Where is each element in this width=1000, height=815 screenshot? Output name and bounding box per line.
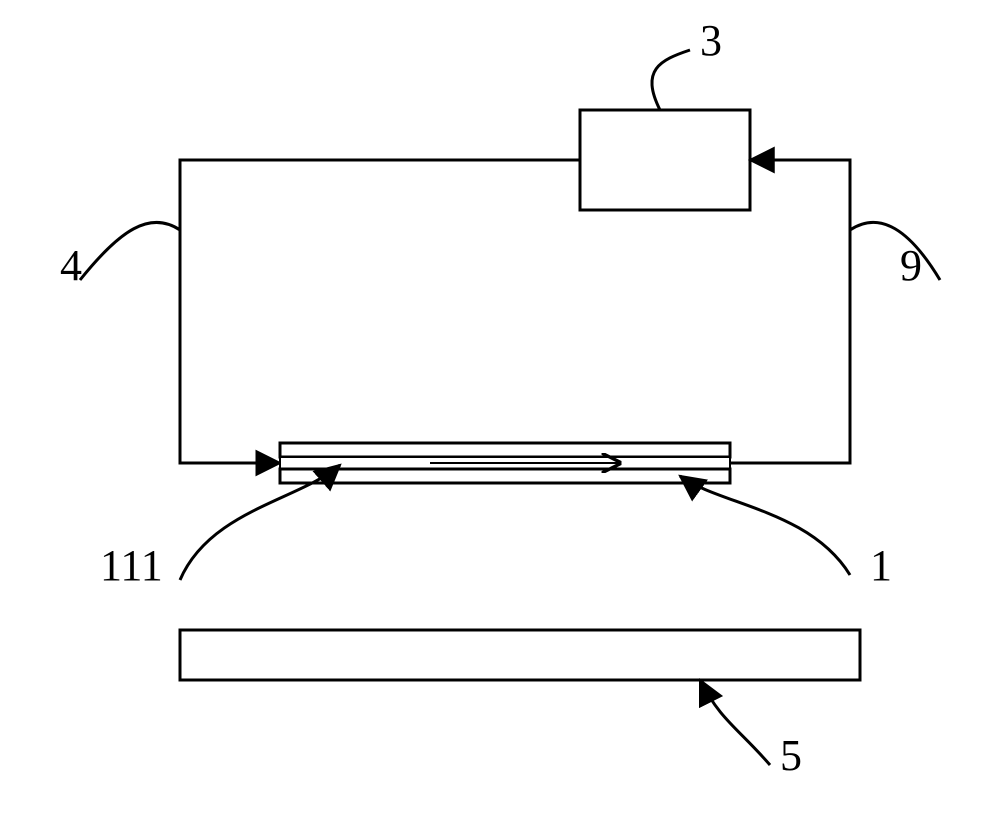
label-111: 111	[100, 541, 163, 590]
block-3	[580, 110, 750, 210]
wafer-layer-0	[280, 443, 730, 457]
leader-3	[652, 50, 690, 110]
leader-9	[850, 222, 940, 280]
leader-5	[700, 680, 770, 765]
label-1: 1	[870, 541, 892, 590]
leader-1	[680, 476, 850, 575]
label-3: 3	[700, 16, 722, 65]
leader-111	[180, 465, 340, 580]
label-4: 4	[60, 241, 82, 290]
wafer-layer-2	[280, 469, 730, 483]
base-plate	[180, 630, 860, 680]
label-5: 5	[780, 731, 802, 780]
loop-pipe-left	[180, 160, 580, 463]
diagram-canvas: 1 3 4 5 9 111	[0, 0, 1000, 815]
label-9: 9	[900, 241, 922, 290]
leader-4	[80, 222, 180, 280]
